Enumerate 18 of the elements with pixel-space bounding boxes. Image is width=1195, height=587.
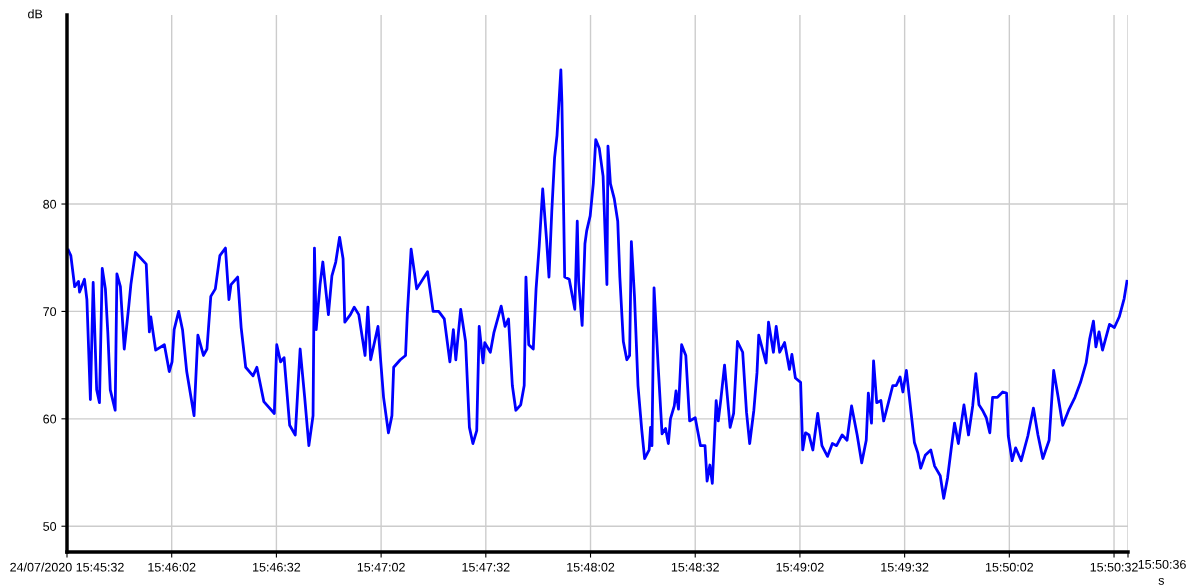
x-tick-label: 15:50:32 [1090,562,1138,572]
y-axis-title: dB [28,9,43,19]
y-tick-label: 50 [43,522,57,531]
y-tick-label: 60 [43,414,57,424]
x-tick-label: 15:49:02 [776,562,824,572]
text: 15:50:36 [1138,559,1186,569]
y-tick-label: 70 [43,307,57,317]
x-tick-label: 15:48:32 [671,562,719,572]
x-tick-label: 15:49:32 [881,562,929,572]
x-tick-label: 15:48:02 [567,562,615,572]
x-axis-title: s [1158,577,1165,585]
y-tick-label: 80 [43,199,57,209]
x-tick-label: 15:47:02 [357,562,405,572]
x-tick-label: 15:50:02 [985,562,1034,572]
x-tick-label: 15:47:32 [462,562,510,572]
x-tick-label: 15:46:02 [148,562,196,572]
x-tick-label: 15:46:32 [253,562,301,572]
x-tick-label: 24/07/2020 15:45:32 [10,562,124,572]
